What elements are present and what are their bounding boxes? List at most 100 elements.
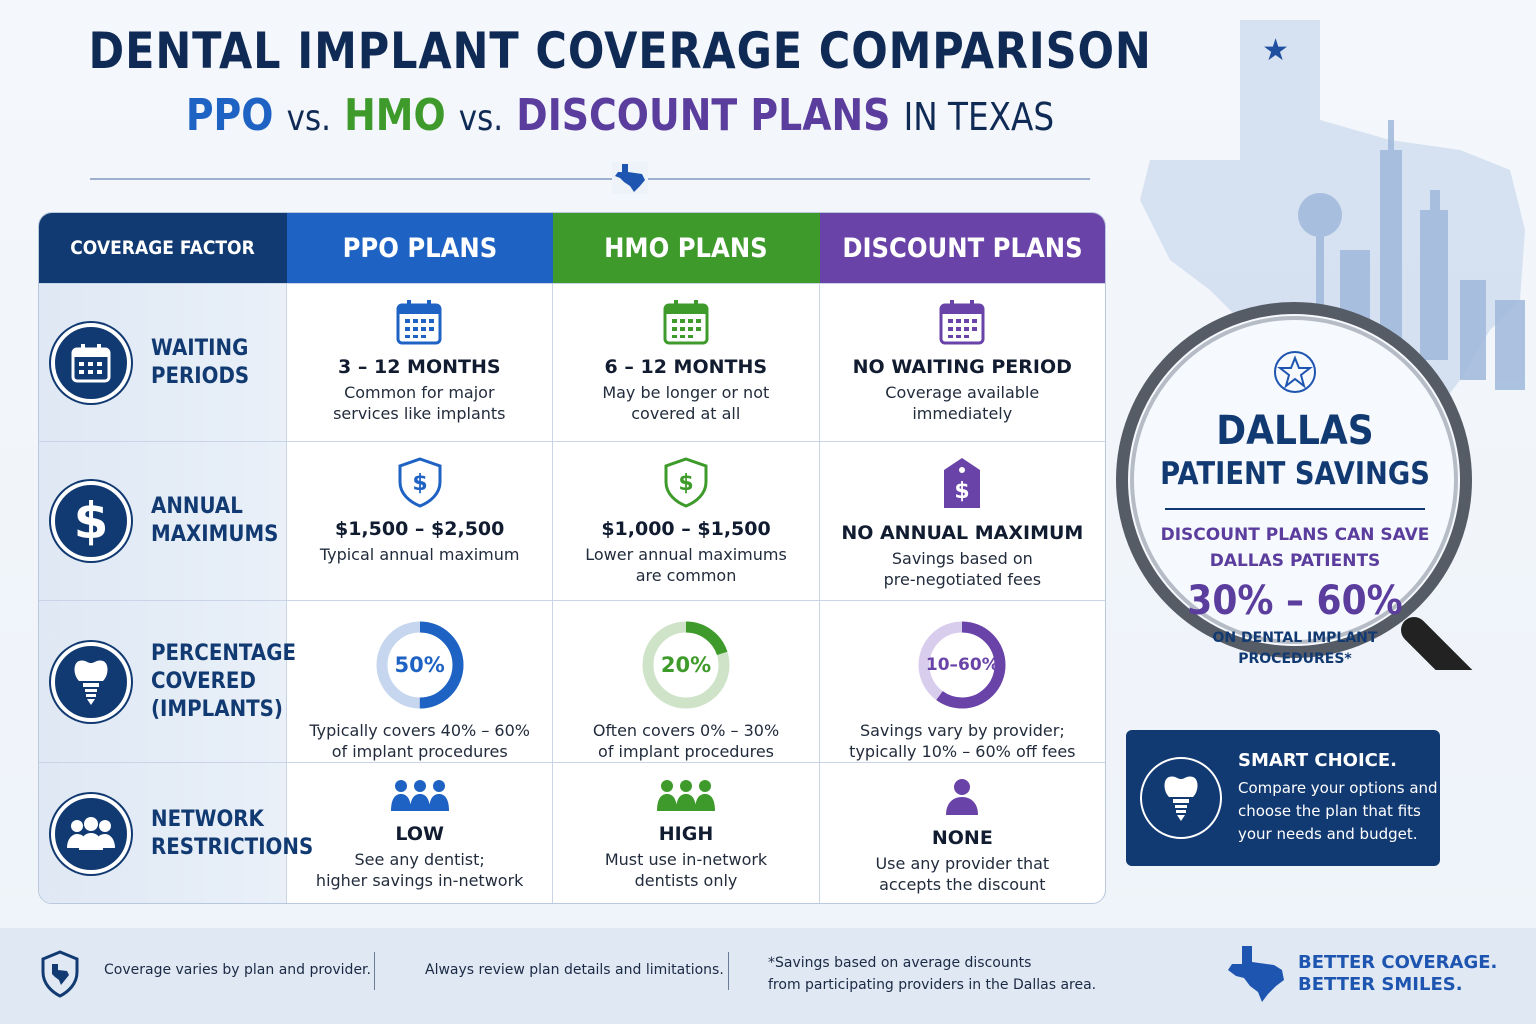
table-row: PERCENTAGE COVERED (IMPLANTS) 50% Typica…	[39, 600, 1105, 762]
smart-choice-box: SMART CHOICE. Compare your options and c…	[1126, 730, 1440, 866]
cell-value: NO WAITING PERIOD	[852, 356, 1072, 378]
header-hmo-plans: HMO PLANS	[553, 213, 820, 283]
factor-label: (IMPLANTS)	[151, 696, 283, 722]
ppo-cell: LOW See any dentist; higher savings in-ne…	[287, 763, 554, 903]
header: ★ DENTAL IMPLANT COVERAGE COMPARISON ★ P…	[30, 22, 1289, 141]
hmo-cell: HIGH Must use in-network dentists only	[553, 763, 820, 903]
discount-cell: $ NO ANNUAL MAXIMUM Savings based on pre-…	[820, 442, 1105, 600]
subtitle-vs: vs.	[286, 98, 331, 139]
people-icon	[657, 780, 716, 811]
table-row: WAITING PERIODS 3 – 12 MONTHS Common for…	[39, 283, 1105, 441]
factor-label: ANNUAL	[151, 494, 243, 519]
dollar-icon: $	[51, 481, 131, 561]
cell-description: typically 10% – 60% off fees	[849, 742, 1076, 761]
tooth-implant-icon	[1140, 757, 1222, 839]
footer-note: Coverage varies by plan and provider.	[104, 962, 371, 978]
people-icon	[390, 780, 449, 811]
coverage-ring: 10–60%	[916, 619, 1008, 709]
savings-text: PROCEDURES*	[1238, 651, 1352, 667]
factor-label: PERCENTAGE	[151, 640, 296, 666]
header-ppo-plans: PPO PLANS	[286, 213, 554, 283]
footer-footnote: *Savings based on average discounts	[768, 955, 1032, 971]
coverage-ring: 20%	[640, 619, 732, 709]
savings-text: DISCOUNT PLANS CAN SAVE	[1160, 525, 1430, 545]
tooth-implant-icon	[51, 641, 131, 722]
savings-divider	[1165, 508, 1425, 510]
cell-value: NONE	[931, 827, 993, 849]
savings-city: DALLAS	[1216, 408, 1374, 454]
cell-description: immediately	[912, 404, 1013, 423]
texas-icon	[1228, 946, 1284, 1002]
table-header: COVERAGE FACTOR PPO PLANS HMO PLANS DISC…	[39, 213, 1105, 283]
magnifying-glass-icon	[1116, 302, 1473, 670]
cell-value: 3 – 12 MONTHS	[338, 356, 501, 378]
cell-description: are common	[635, 566, 737, 585]
cell-description: higher savings in-network	[315, 871, 524, 890]
calendar-icon	[663, 300, 709, 345]
cell-description: Savings based on	[891, 549, 1033, 568]
calendar-icon	[939, 300, 985, 345]
page-subtitle: PPO vs. HMO vs. DISCOUNT PLANS IN TEXAS	[113, 90, 1128, 141]
discount-cell: NONE Use any provider that accepts the di…	[820, 763, 1105, 903]
discount-cell: 10–60% Savings vary by provider; typicall…	[820, 601, 1105, 762]
smart-choice-text: choose the plan that fits	[1238, 802, 1421, 820]
svg-text:$: $	[955, 479, 970, 504]
footer-note: Always review plan details and limitatio…	[425, 962, 724, 978]
factor-cell: WAITING PERIODS	[39, 284, 287, 441]
coverage-ring: 50%	[374, 619, 466, 709]
comparison-table: COVERAGE FACTOR PPO PLANS HMO PLANS DISC…	[38, 212, 1106, 904]
cell-description: covered at all	[631, 404, 741, 423]
cell-description: Savings vary by provider;	[859, 721, 1065, 740]
shield-dollar-icon: $	[398, 457, 442, 508]
hmo-cell: $ $1,000 – $1,500 Lower annual maximums a…	[553, 442, 820, 600]
footer-separator	[374, 952, 375, 990]
savings-percent: 30% – 60%	[1187, 578, 1403, 624]
cell-description: Typical annual maximum	[319, 545, 520, 564]
svg-text:$: $	[412, 471, 427, 496]
discount-cell: NO WAITING PERIOD Coverage available imme…	[820, 284, 1105, 441]
shield-dollar-icon: $	[664, 457, 708, 508]
factor-label: MAXIMUMS	[151, 522, 279, 547]
cell-value: $1,500 – $2,500	[334, 518, 505, 540]
header-coverage-factor: COVERAGE FACTOR	[39, 213, 287, 283]
subtitle-ppo: PPO	[185, 90, 274, 141]
hmo-cell: 6 – 12 MONTHS May be longer or not covere…	[553, 284, 820, 441]
cell-value: $1,000 – $1,500	[601, 518, 771, 540]
hmo-cell: 20% Often covers 0% – 30% of implant proc…	[553, 601, 820, 762]
cell-description: of implant procedures	[331, 742, 508, 761]
footer-separator	[728, 952, 729, 990]
factor-label: RESTRICTIONS	[151, 834, 314, 860]
smart-choice-text: Compare your options and	[1238, 779, 1438, 797]
cell-description: Must use in-network	[604, 850, 768, 869]
header-discount-plans: DISCOUNT PLANS	[819, 213, 1105, 283]
subtitle-tail: IN TEXAS	[903, 95, 1055, 139]
factor-label: NETWORK	[151, 806, 264, 832]
factor-cell: $ ANNUAL MAXIMUMS	[39, 442, 287, 600]
factor-label: WAITING	[151, 335, 249, 361]
table-row: NETWORK RESTRICTIONS LOW See any dentist…	[39, 762, 1105, 903]
dallas-savings-panel: DALLAS PATIENT SAVINGS DISCOUNT PLANS CA…	[1140, 350, 1450, 670]
smart-choice-text: your needs and budget.	[1238, 825, 1418, 843]
texas-icon	[612, 162, 648, 194]
table-row: $ ANNUAL MAXIMUMS $ $1,500 – $2,500 Typi…	[39, 441, 1105, 600]
coverage-value: 20%	[660, 653, 712, 677]
cell-description: of implant procedures	[598, 742, 774, 761]
savings-text: ON DENTAL IMPLANT	[1212, 630, 1378, 646]
calendar-icon	[396, 300, 442, 345]
cell-description: Lower annual maximums	[585, 545, 787, 564]
cell-description: services like implants	[333, 404, 506, 423]
coverage-value: 10–60%	[925, 655, 999, 675]
footer: Coverage varies by plan and provider. Al…	[0, 928, 1536, 1024]
cell-value: NO ANNUAL MAXIMUM	[841, 522, 1084, 544]
footer-footnote: from participating providers in the Dall…	[768, 977, 1097, 993]
cell-description: dentists only	[634, 871, 738, 890]
subtitle-hmo: HMO	[344, 90, 446, 141]
cell-description: pre-negotiated fees	[883, 570, 1042, 589]
factor-label: PERIODS	[151, 363, 250, 389]
subtitle-vs: vs.	[458, 98, 504, 139]
person-icon	[946, 779, 979, 815]
svg-text:$: $	[678, 471, 693, 496]
ppo-cell: $ $1,500 – $2,500 Typical annual maximum	[287, 442, 554, 600]
star-icon	[1274, 351, 1316, 393]
cell-description: Often covers 0% – 30%	[592, 721, 780, 740]
